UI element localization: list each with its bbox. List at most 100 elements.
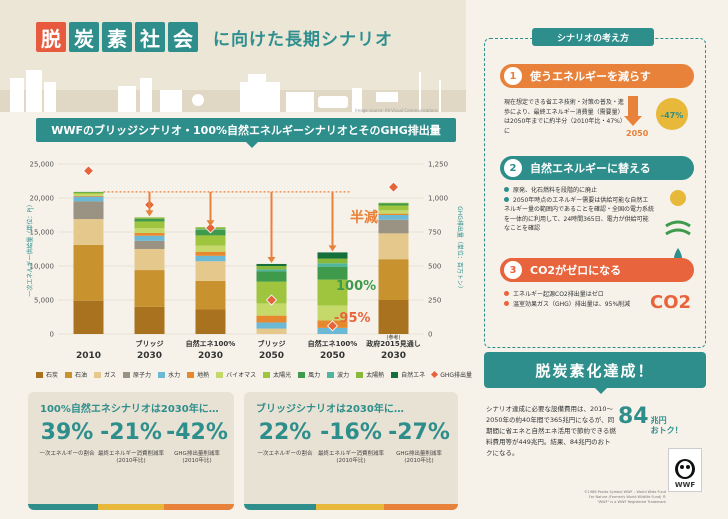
metric-bar bbox=[28, 504, 98, 510]
bar-segment bbox=[256, 263, 287, 266]
page-title: 脱炭素社会に向けた長期シナリオ bbox=[36, 22, 393, 52]
metric-bar bbox=[244, 504, 316, 510]
bar-segment bbox=[256, 322, 287, 329]
y2-tick-label: 0 bbox=[428, 331, 432, 339]
x-tick-label: 自然エネ100% bbox=[186, 339, 236, 348]
step-1-pct: -47% bbox=[661, 111, 683, 120]
annotation-half: 半減 bbox=[350, 209, 378, 226]
bar-segment bbox=[256, 271, 287, 282]
metric-label: GHG排出量削減率 (2010年比) bbox=[396, 451, 442, 465]
list-item: 2050年時点のエネルギー需要は供給可能な自然エネルギー量の範囲内であることを確… bbox=[504, 196, 654, 233]
metric-consumption-reduction: -21% 最終エネルギー消費削減率 (2010年比) bbox=[96, 420, 166, 465]
bar-segment bbox=[378, 202, 409, 204]
legend-item: 水力 bbox=[158, 370, 180, 379]
metric-ghg-reduction: -27% GHG排出量削減率 (2010年比) bbox=[384, 420, 454, 465]
panda-icon bbox=[675, 459, 695, 479]
metric-value: -16% bbox=[320, 420, 382, 445]
reduction-arrow-head bbox=[267, 256, 276, 263]
x-tick-label: ブリッジ bbox=[136, 339, 164, 348]
legend-item: 原子力 bbox=[123, 370, 151, 379]
annotation-minus95: -95% bbox=[334, 311, 371, 326]
ghg-marker bbox=[326, 320, 339, 332]
co2-icon: CO2 bbox=[650, 292, 692, 313]
legend-item: 石油 bbox=[65, 370, 87, 379]
legend-label: 石炭 bbox=[46, 372, 59, 379]
reduction-arrow-head bbox=[145, 210, 154, 217]
bar-segment bbox=[317, 279, 348, 306]
title-char: 脱 bbox=[36, 22, 66, 52]
y-tick-label: 5,000 bbox=[34, 297, 54, 305]
y-tick-label: 10,000 bbox=[30, 263, 55, 271]
bar-segment bbox=[317, 266, 348, 280]
lightbulb-icon bbox=[656, 98, 688, 130]
y2-tick-label: 250 bbox=[428, 297, 441, 305]
legend-label: 原子力 bbox=[133, 372, 152, 379]
legend-swatch bbox=[263, 371, 271, 378]
bar-segment bbox=[195, 309, 226, 334]
metric-label: GHG排出量削減率 (2010年比) bbox=[174, 451, 220, 465]
down-arrow-icon bbox=[628, 96, 638, 116]
legend-label: GHG排出量 bbox=[440, 372, 472, 379]
step-2-bullets: 原発、化石燃料を段階的に廃止 2050年時点のエネルギー需要は供給可能な自然エネ… bbox=[504, 186, 654, 234]
y-axis-label: 一次エネルギー供給量（単位：PJ） bbox=[26, 201, 34, 296]
x-tick-label: 2030 bbox=[137, 351, 162, 361]
step-2-badge: 2 自然エネルギーに替える bbox=[500, 156, 694, 180]
reduction-arrow-head bbox=[328, 245, 337, 252]
bar-segment bbox=[134, 217, 165, 219]
metric-primary-share: 39% 一次エネルギーの割合 bbox=[32, 420, 102, 458]
step-label: CO2がゼロになる bbox=[530, 264, 622, 277]
legend-label: 太陽光 bbox=[273, 372, 292, 379]
legend-label: 太陽熱 bbox=[366, 372, 385, 379]
legend-item: 波力 bbox=[327, 370, 349, 379]
x-tick-label: 2010 bbox=[76, 351, 101, 361]
energy-ghg-chart: 0 5,000 10,000 15,000 20,000 25,000 0 250 500 750… bbox=[26, 161, 464, 362]
bar-segment bbox=[134, 228, 165, 234]
list-item: 温室効果ガス（GHG）排出量は、95%削減 bbox=[504, 300, 654, 310]
wind-icon bbox=[665, 220, 691, 236]
y-tick-label: 0 bbox=[50, 331, 54, 339]
metric-bar bbox=[164, 504, 234, 510]
ghg-marker bbox=[265, 294, 278, 306]
panel-title: 100%自然エネシナリオは2030年に… bbox=[40, 404, 219, 415]
copyright-notice: ©1986 Panda Symbol WWF – World Wide Fund… bbox=[584, 490, 666, 504]
decarbonization-banner: 脱炭素化達成！ bbox=[484, 352, 706, 394]
ghg-marker bbox=[387, 181, 400, 193]
legend-item: ガス bbox=[94, 370, 116, 379]
metric-value: 39% bbox=[40, 420, 94, 445]
bar-segment bbox=[73, 191, 104, 193]
bar-segment bbox=[256, 328, 287, 334]
y-tick-label: 15,000 bbox=[30, 229, 55, 237]
bar-segment bbox=[73, 300, 104, 334]
bar-segment bbox=[256, 315, 287, 323]
legend-swatch bbox=[158, 371, 166, 378]
legend-swatch bbox=[216, 371, 224, 378]
legend-swatch bbox=[123, 371, 131, 378]
legend-swatch bbox=[391, 371, 399, 378]
cost-savings: 84 兆円 おトク！ bbox=[618, 404, 683, 435]
bar-segment bbox=[134, 306, 165, 334]
bar-segment bbox=[378, 219, 409, 234]
legend-swatch bbox=[431, 370, 439, 379]
y2-tick-label: 1,000 bbox=[428, 195, 448, 203]
step-number: 3 bbox=[504, 261, 522, 279]
bar-segment bbox=[195, 261, 226, 281]
bar-segment bbox=[256, 269, 287, 272]
bar-segment bbox=[73, 196, 104, 202]
bar-segment bbox=[378, 233, 409, 260]
bar-segment bbox=[378, 210, 409, 214]
chart-legend: 石炭 石油 ガス 原子力 水力 地熱 バイオマス 太陽光 風力 波力 太陽熱 自然エネ GHG排出量 bbox=[36, 370, 472, 379]
header-banner: 脱炭素社会に向けた長期シナリオ Image source: All Visual… bbox=[0, 0, 466, 113]
legend-item: GHG排出量 bbox=[431, 370, 472, 379]
bar-segment bbox=[378, 205, 409, 211]
bar-segment bbox=[195, 245, 226, 252]
chart-title: WWFのブリッジシナリオ・100%自然エネルギーシナリオとそのGHG排出量 bbox=[36, 118, 456, 148]
step-1-badge: 1 使うエネルギーを減らす bbox=[500, 64, 694, 88]
panel-title: ブリッジシナリオは2030年に… bbox=[256, 404, 404, 415]
step-label: 自然エネルギーに替える bbox=[530, 162, 651, 175]
metric-label: 一次エネルギーの割合 bbox=[39, 451, 95, 457]
legend-item: 地熱 bbox=[187, 370, 209, 379]
metric-label: 一次エネルギーの割合 bbox=[257, 451, 313, 457]
metric-value: -21% bbox=[100, 420, 162, 445]
legend-swatch bbox=[36, 371, 43, 378]
y-tick-label: 20,000 bbox=[30, 195, 55, 203]
